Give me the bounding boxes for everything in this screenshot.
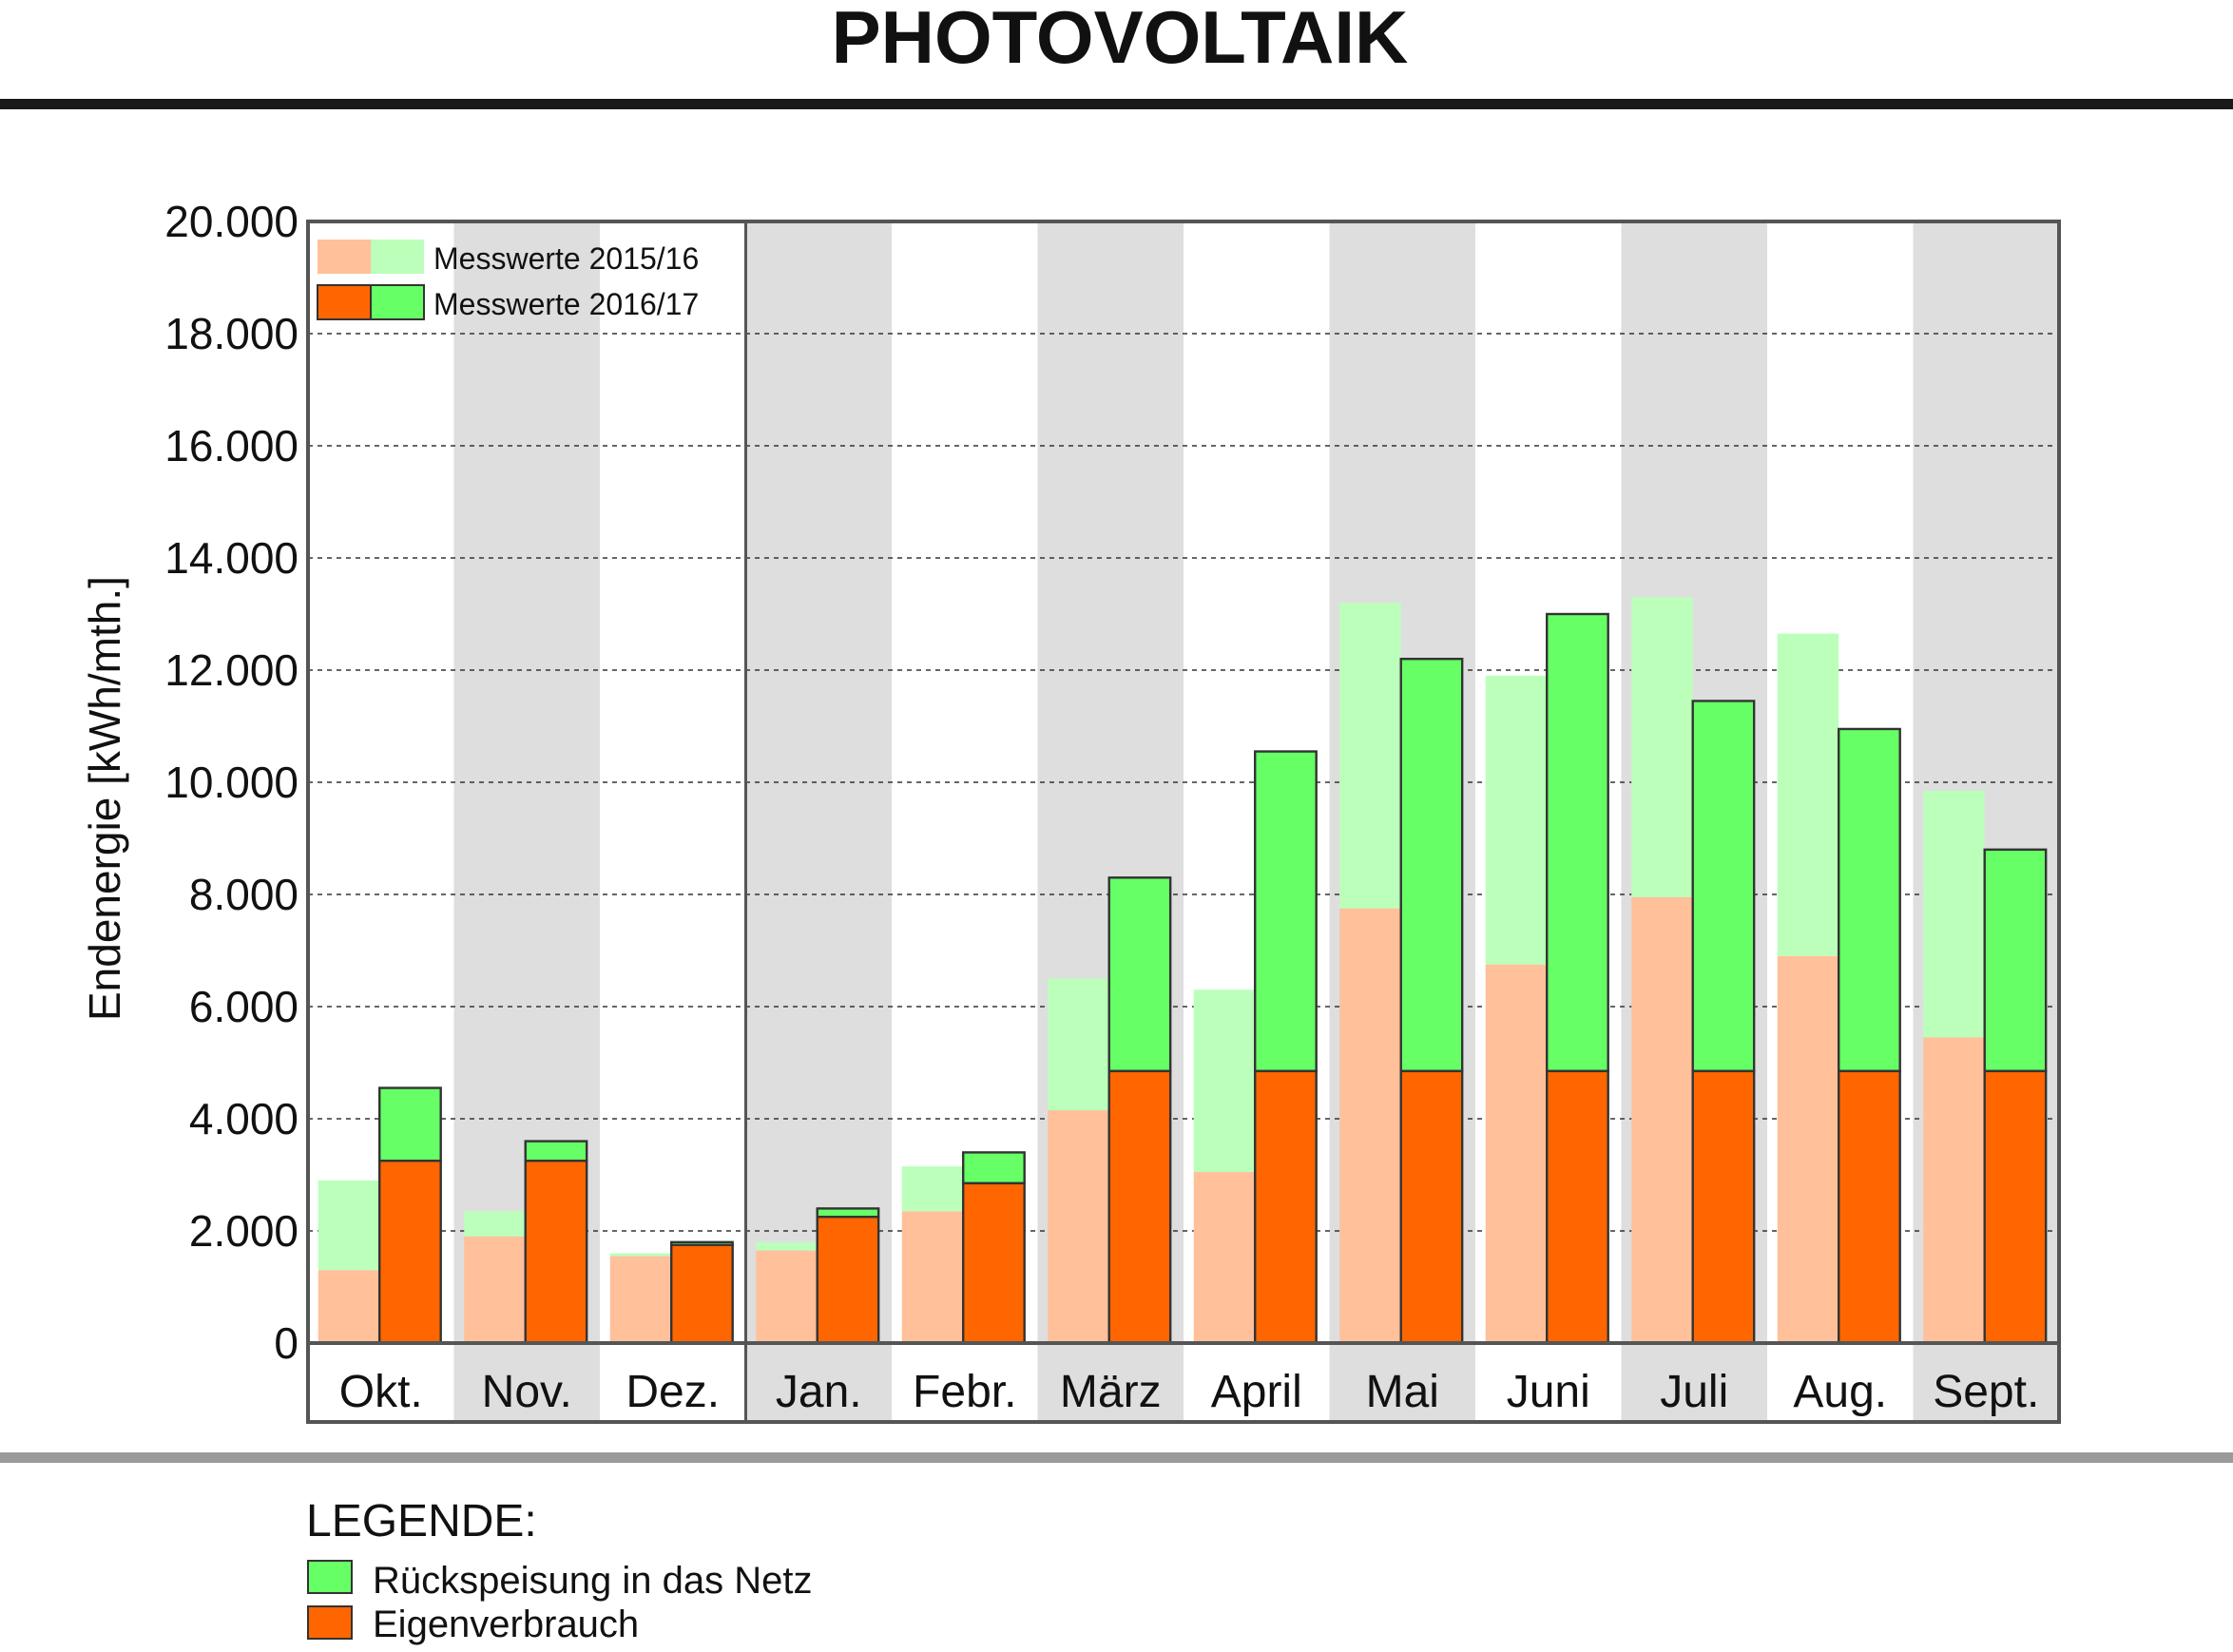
y-tick-label: 10.000: [164, 758, 298, 807]
x-tick-label: März: [1060, 1367, 1162, 1417]
x-tick-label: Nov.: [482, 1367, 572, 1417]
bar-2015-eigenverbrauch: [901, 1211, 964, 1343]
inner-legend-swatch-rueck-2016: [370, 284, 425, 320]
bar-2015-rueckspeisung: [1923, 790, 1985, 1038]
bar-2016-rueckspeisung: [1546, 612, 1609, 1073]
y-tick-label: 0: [274, 1318, 298, 1368]
bar-2016-rueckspeisung: [1107, 876, 1172, 1073]
x-tick-label: Juni: [1507, 1367, 1590, 1417]
x-tick-label: April: [1211, 1367, 1302, 1417]
bar-2015-eigenverbrauch: [1193, 1172, 1256, 1343]
bar-2016-eigenverbrauch: [1254, 1069, 1318, 1345]
bottom-rule: [0, 1452, 2233, 1463]
x-tick-label: Okt.: [339, 1367, 423, 1417]
bar-2016-rueckspeisung: [1691, 700, 1756, 1073]
bar-2016-eigenverbrauch: [816, 1216, 880, 1345]
bar-2016-eigenverbrauch: [962, 1181, 1026, 1345]
x-tick-label: Jan.: [776, 1367, 862, 1417]
y-tick-label: 4.000: [189, 1094, 298, 1143]
bar-2015-eigenverbrauch: [318, 1270, 380, 1343]
bar-2016-rueckspeisung: [378, 1086, 442, 1162]
inner-legend-swatch-eigen-2016: [317, 284, 372, 320]
legend-swatch-rueckspeisung: [307, 1560, 353, 1594]
bar-2016-eigenverbrauch: [1983, 1069, 2048, 1345]
bar-2016-rueckspeisung: [524, 1140, 588, 1162]
bar-2016-rueckspeisung: [1399, 658, 1464, 1073]
bar-2015-rueckspeisung: [1485, 675, 1548, 965]
y-tick-label: 2.000: [189, 1206, 298, 1256]
bar-2015-eigenverbrauch: [1485, 964, 1548, 1343]
y-tick-label: 6.000: [189, 982, 298, 1031]
inner-legend-swatch-eigen-2015: [318, 240, 371, 274]
bar-2015-eigenverbrauch: [1048, 1110, 1109, 1343]
y-axis-ticks: 0 2.000 4.000 6.000 8.000 10.000 12.000 14.000 1…: [164, 197, 298, 1368]
x-tick-label: Dez.: [626, 1367, 720, 1417]
plot-border: [306, 220, 2061, 1424]
bar-2015-rueckspeisung: [1777, 633, 1839, 956]
legend-label-rueckspeisung: Rückspeisung in das Netz: [373, 1560, 812, 1602]
bar-2015-rueckspeisung: [1193, 989, 1256, 1173]
bar-2015-rueckspeisung: [1339, 603, 1401, 909]
top-rule: [0, 99, 2233, 109]
bar-2015-eigenverbrauch: [1631, 896, 1693, 1343]
legend-label-eigenverbrauch: Eigenverbrauch: [373, 1604, 639, 1645]
bar-2015-rueckspeisung: [609, 1253, 672, 1257]
bar-2016-eigenverbrauch: [1399, 1069, 1464, 1345]
page-title: PHOTOVOLTAIK: [832, 0, 1409, 79]
y-tick-label: 18.000: [164, 309, 298, 358]
x-tick-label: Febr.: [913, 1367, 1016, 1417]
bar-2016-eigenverbrauch: [524, 1160, 588, 1345]
bar-2015-rueckspeisung: [1048, 978, 1109, 1111]
bar-2015-rueckspeisung: [464, 1211, 526, 1237]
bar-2016-eigenverbrauch: [670, 1243, 734, 1345]
x-tick-label: Sept.: [1933, 1367, 2039, 1417]
x-tick-label: Mai: [1366, 1367, 1439, 1417]
inner-legend: Messwerte 2015/16 Messwerte 2016/17: [317, 240, 699, 321]
bar-2016-rueckspeisung: [962, 1151, 1026, 1185]
y-tick-label: 20.000: [164, 197, 298, 246]
legend-title: LEGENDE:: [306, 1496, 537, 1546]
bar-2016-eigenverbrauch: [1546, 1069, 1609, 1345]
bar-2016-rueckspeisung: [816, 1207, 880, 1219]
x-axis-labels: Okt. Nov. Dez. Jan. Febr. März April Mai Juni Jul…: [339, 1367, 2040, 1417]
bar-2015-eigenverbrauch: [609, 1256, 672, 1343]
bars: [318, 597, 2048, 1345]
bar-2016-eigenverbrauch: [1838, 1069, 1901, 1345]
x-tick-label: Aug.: [1793, 1367, 1887, 1417]
y-tick-label: 14.000: [164, 533, 298, 583]
y-axis-label: Endenergie [kWh/mth.]: [80, 576, 129, 1021]
plot-frame: [306, 220, 2061, 1424]
bar-2015-eigenverbrauch: [756, 1250, 818, 1343]
bar-2016-rueckspeisung: [1983, 848, 2048, 1073]
inner-legend-swatch-rueck-2015: [371, 240, 424, 274]
y-tick-label: 8.000: [189, 870, 298, 919]
inner-legend-label-2015: Messwerte 2015/16: [433, 241, 699, 276]
y-tick-label: 12.000: [164, 645, 298, 695]
bar-2016-eigenverbrauch: [378, 1160, 442, 1345]
inner-legend-label-2016: Messwerte 2016/17: [433, 287, 699, 321]
bar-2016-rueckspeisung: [1838, 727, 1901, 1073]
bar-2015-rueckspeisung: [901, 1166, 964, 1212]
bar-2015-eigenverbrauch: [464, 1236, 526, 1343]
bar-2015-eigenverbrauch: [1339, 908, 1401, 1343]
bar-2016-eigenverbrauch: [1107, 1069, 1172, 1345]
bar-2015-rueckspeisung: [1631, 597, 1693, 897]
y-tick-label: 16.000: [164, 421, 298, 471]
bar-2016-eigenverbrauch: [1691, 1069, 1756, 1345]
legend-swatch-eigenverbrauch: [307, 1605, 353, 1640]
gridlines: [308, 333, 2059, 1232]
bar-2015-eigenverbrauch: [1923, 1037, 1985, 1343]
bar-2015-rueckspeisung: [756, 1241, 818, 1251]
bar-2015-rueckspeisung: [318, 1180, 380, 1271]
bar-2015-eigenverbrauch: [1777, 955, 1839, 1343]
x-tick-label: Juli: [1660, 1367, 1728, 1417]
bar-2016-rueckspeisung: [1254, 750, 1318, 1073]
